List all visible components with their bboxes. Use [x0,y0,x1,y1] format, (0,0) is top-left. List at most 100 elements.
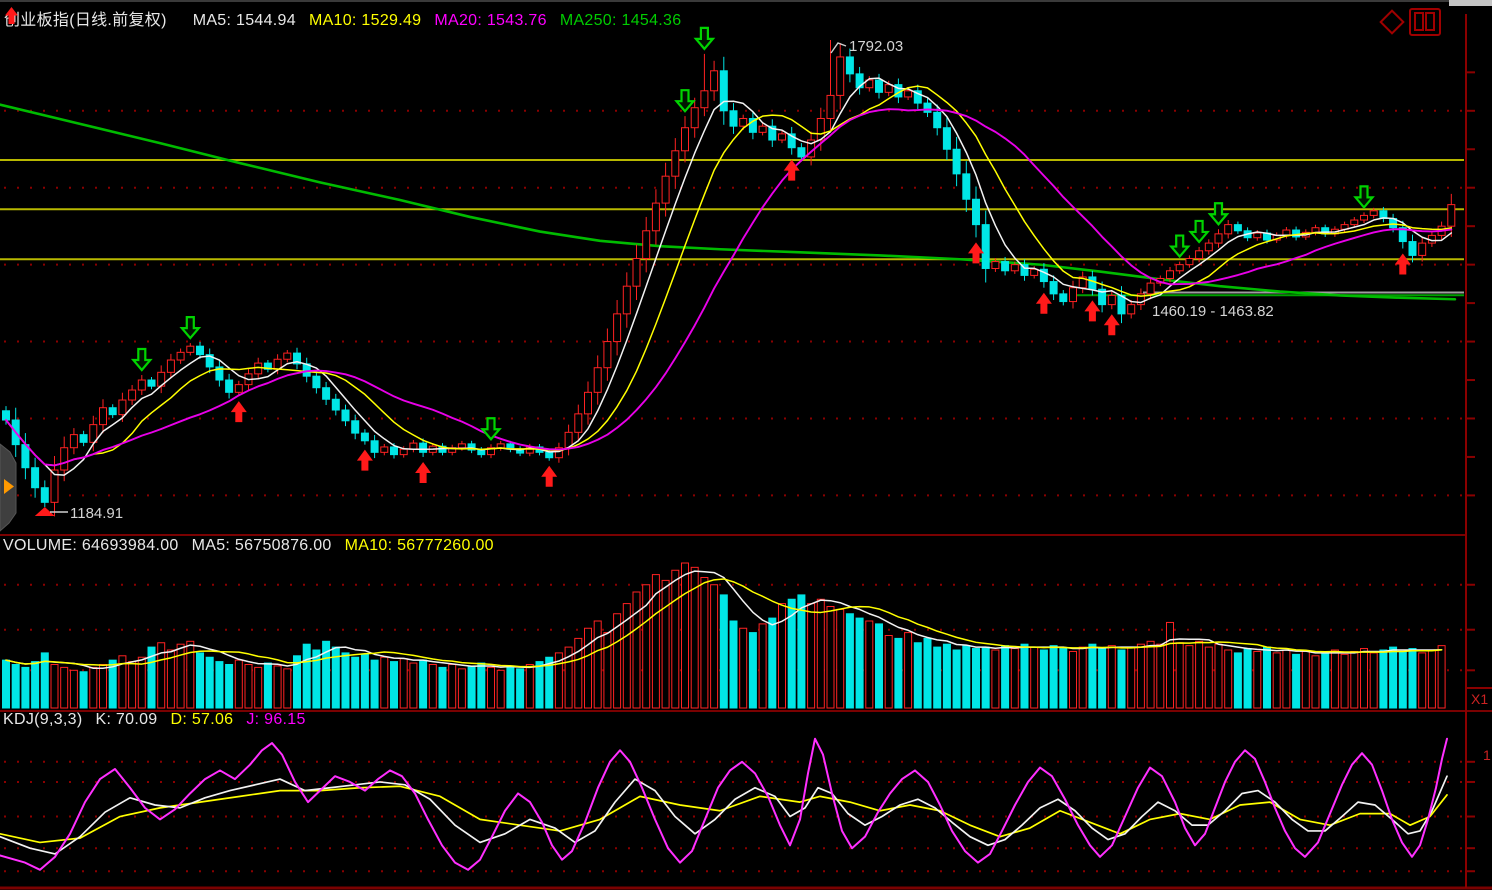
candle-body [768,125,777,141]
kdj-d-value: D: 57.06 [170,711,234,728]
volume-bar [31,661,40,709]
volume-bar [1321,652,1330,709]
volume-bar [875,623,883,709]
buy-arrow-icon [356,449,373,471]
volume-bar [981,646,990,709]
volume-bar [409,662,418,709]
buy-arrow-icon [1394,253,1411,275]
volume-bar [137,656,146,709]
kdj-pane-header: KDJ(9,3,3) K: 70.09 D: 57.06 J: 96.15 [3,711,319,729]
buy-arrow-icon [1035,292,1052,314]
candle-body [719,70,728,112]
volume-bar [69,669,78,709]
candle-body [40,487,49,503]
volume-bar [89,666,98,709]
candle-body [690,107,699,129]
volume-bar [1437,645,1446,709]
volume-bar [1088,643,1097,709]
candle-body [196,345,204,356]
split-window-icon[interactable] [1409,8,1441,36]
candle-body [341,409,350,422]
candle-body [632,257,641,287]
candle-body [554,447,563,459]
volume-bar [1069,650,1077,709]
volume-bar [1330,649,1339,709]
candle-body [603,341,612,369]
candle-body [166,359,175,373]
candle-body [729,110,738,127]
period-x1-label[interactable]: X1 [1471,691,1489,707]
candle-body [1398,227,1407,243]
main-price-pane[interactable]: 1792.03 1184.91 1460.19 - 1463.82 [0,26,1464,522]
volume-bar [535,661,544,709]
volume-bar [564,646,573,709]
volume-bar [118,655,127,709]
top-right-scroll-strip[interactable] [1449,0,1492,6]
volume-bar [1078,646,1087,709]
candle-body [681,127,689,152]
candle-body [622,285,631,315]
volume-bar [603,632,612,709]
candle-body [700,90,709,109]
kdj-pane[interactable] [0,737,1464,873]
candle-body [1195,250,1204,259]
volume-bar [787,598,796,709]
candle-body [1369,210,1378,216]
volume-bar [244,664,253,709]
volume-bar [574,637,583,709]
candle-body [1224,224,1233,235]
signal-arrows [34,26,1411,517]
volume-bar [50,664,59,709]
volume-bar [1001,645,1010,709]
volume-bar [477,662,486,709]
volume-bar [419,659,428,709]
volume-bar [79,671,88,709]
volume-bar [40,652,49,709]
symbol-title[interactable]: 创业板指(日线.前复权) [4,12,167,29]
candle-body [1010,264,1019,272]
volume-bar [1010,648,1019,709]
volume-bar [176,643,185,709]
volume-bar [225,664,234,709]
candle-body [79,434,88,443]
volume-bar [1408,648,1417,709]
volume-bar [1301,650,1310,709]
candle-body [884,84,893,93]
sell-arrow-icon [1168,234,1191,259]
volume-bar [642,584,651,709]
volume-value: VOLUME: 64693984.00 [3,537,179,554]
left-panel-expand-handle[interactable] [0,443,17,532]
volume-bar [21,666,30,709]
volume-bar [768,617,777,709]
kdj-indicator-name[interactable]: KDJ(9,3,3) [3,711,83,728]
candle-body [108,407,117,416]
volume-bar [1204,646,1213,709]
buy-arrow-icon [541,465,558,487]
volume-bar [1243,648,1252,709]
candle-body [942,127,951,150]
candle-body [89,424,98,443]
volume-pane[interactable] [2,562,1465,709]
volume-bar [972,648,980,709]
candle-body [467,443,476,451]
candle-body [855,73,864,89]
candle-body [390,446,398,456]
volume-bar [341,652,350,709]
diamond-icon[interactable] [1379,9,1405,35]
candle-body [661,175,670,204]
volume-bar [1195,640,1204,709]
candle-body [137,379,146,391]
candle-body [399,448,408,456]
candle-body [845,56,854,75]
volume-bar [894,637,903,709]
candle-body [1001,261,1010,272]
volume-bar [1418,652,1427,709]
volume-bar [681,562,689,709]
volume-bar [884,635,893,709]
volume-bar [380,656,389,709]
candle-body [1069,287,1077,303]
top-border [0,0,1492,2]
volume-bar [234,659,243,709]
candle-body [1059,293,1068,303]
